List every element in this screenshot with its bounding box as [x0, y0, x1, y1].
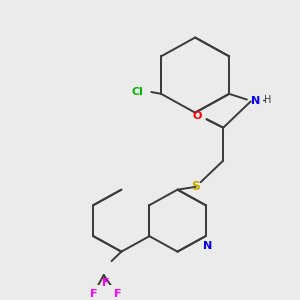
Text: F: F — [114, 289, 121, 299]
Text: N: N — [251, 96, 260, 106]
Text: F: F — [90, 289, 98, 299]
Text: S: S — [191, 180, 200, 194]
Text: O: O — [192, 111, 202, 122]
Text: F: F — [102, 278, 110, 288]
Text: Cl: Cl — [132, 87, 143, 97]
Text: N: N — [203, 241, 212, 251]
Text: H: H — [265, 94, 272, 104]
